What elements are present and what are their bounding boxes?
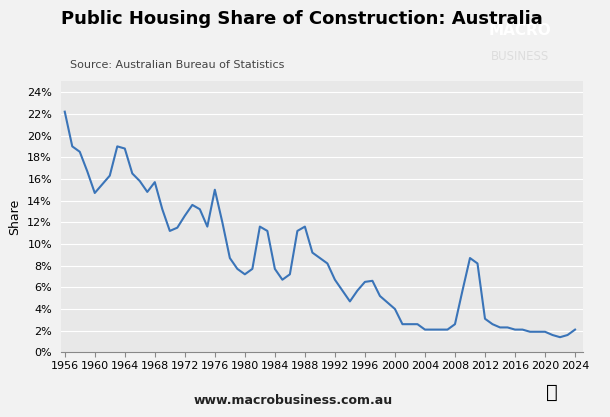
Text: Source: Australian Bureau of Statistics: Source: Australian Bureau of Statistics xyxy=(70,60,284,70)
Y-axis label: Share: Share xyxy=(9,199,21,235)
Text: MACRO: MACRO xyxy=(489,23,551,38)
Text: BUSINESS: BUSINESS xyxy=(491,50,549,63)
Text: 🐺: 🐺 xyxy=(546,382,558,402)
Text: Public Housing Share of Construction: Australia: Public Housing Share of Construction: Au… xyxy=(61,10,543,28)
Text: www.macrobusiness.com.au: www.macrobusiness.com.au xyxy=(193,394,392,407)
